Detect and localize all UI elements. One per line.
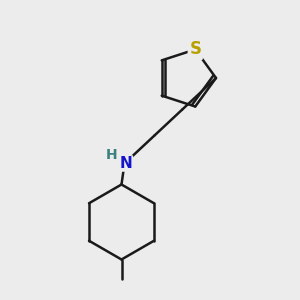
Text: H: H (106, 148, 118, 162)
Text: N: N (120, 156, 132, 171)
Text: S: S (189, 40, 201, 58)
